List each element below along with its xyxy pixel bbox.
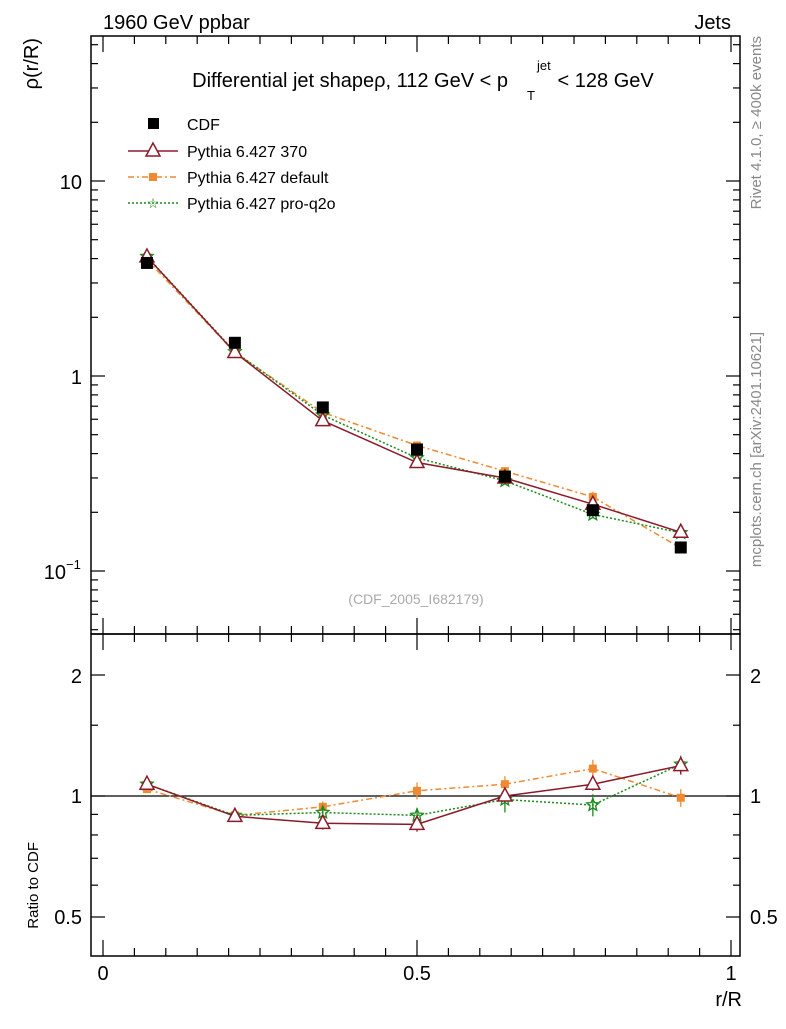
title-sub: T: [527, 88, 535, 103]
category-label: Jets: [694, 12, 731, 34]
main-point-CDF: [411, 443, 423, 456]
legend-label-pq2o: Pythia 6.427 pro-q2o: [187, 196, 336, 213]
ratio-ytick-label-0.5-right: 0.5: [750, 907, 778, 929]
ratio-point-p370: [314, 813, 332, 830]
main-point-CDF: [586, 504, 599, 517]
title-sup: jet: [536, 58, 551, 73]
legend-entry-cdf: CDF: [148, 117, 220, 134]
main-series-pdefault: [142, 255, 685, 554]
ratio-ytick-label-2-right: 2: [750, 666, 761, 688]
main-point-p370: [672, 522, 690, 539]
mcplots-source-label: mcplots.cern.ch [arXiv:2401.10621]: [748, 332, 765, 567]
ratio-point-p370: [496, 786, 514, 802]
main-line-p370: [146, 256, 682, 534]
legend-entry-pdefault: Pythia 6.427 default: [128, 170, 329, 187]
ticks-layer: [91, 36, 740, 956]
legend-label-p370: Pythia 6.427 370: [187, 144, 307, 161]
energy-label: 1960 GeV ppbar: [103, 12, 250, 34]
ratio-point-p370: [672, 756, 690, 772]
ratio-point-p370: [408, 814, 426, 831]
ratio-point-pdefault: [500, 780, 509, 789]
analysis-id-label: (CDF_2005_I682179): [348, 591, 483, 607]
ratio-ytick-label-1: 1: [71, 786, 82, 808]
legend: CDF Pythia 6.427 370 Pythia 6.427 defaul…: [128, 117, 336, 213]
ratio-point-pdefault: [676, 793, 685, 802]
main-point-p370: [226, 342, 244, 359]
legend-marker-pq2o: ☆: [147, 195, 160, 211]
title-main: Differential jet shapeρ, 112 GeV < p: [192, 70, 508, 92]
xtick-label-1: 1: [725, 963, 736, 985]
ratio-point-p370: [138, 774, 156, 790]
ratio-series-layer: [138, 755, 690, 832]
ratio-ytick-label-1-right: 1: [750, 786, 761, 808]
main-line-pq2o: [146, 255, 681, 534]
ratio-point-p370: [226, 806, 244, 823]
xtick-label-0.5: 0.5: [403, 963, 431, 985]
xtick-label-0: 0: [97, 963, 108, 985]
ratio-ytick-label-2: 2: [71, 666, 82, 688]
ratio-panel-frame: [90, 633, 741, 957]
x-axis-label: r/R: [715, 989, 742, 1011]
main-point-CDF: [228, 336, 241, 349]
main-series-CDF: [140, 256, 687, 554]
main-point-p370: [314, 411, 332, 427]
main-point-CDF: [140, 256, 153, 269]
legend-entry-pq2o: ☆ Pythia 6.427 pro-q2o: [128, 195, 336, 213]
title-end: < 128 GeV: [552, 70, 654, 92]
main-ytick-label-10: 10: [60, 172, 82, 194]
legend-entry-p370: Pythia 6.427 370: [128, 141, 307, 161]
main-point-p370: [408, 452, 426, 469]
ratio-ytick-label-0.5: 0.5: [54, 907, 82, 929]
y-axis-label-main: ρ(r/R): [21, 38, 43, 89]
ratio-point-p370: [584, 774, 602, 790]
main-ytick-label-1: 1: [71, 367, 82, 389]
ratio-point-pdefault: [413, 786, 421, 795]
legend-marker-p370: [144, 141, 162, 157]
rivet-version-label: Rivet 4.1.0, ≥ 400k events: [748, 36, 765, 209]
y-axis-label-ratio: Ratio to CDF: [25, 842, 42, 929]
legend-label-pdefault: Pythia 6.427 default: [187, 170, 329, 187]
main-title: Differential jet shapeρ, 112 GeV < p jet…: [192, 58, 654, 103]
ratio-series-pdefault: [142, 759, 685, 820]
main-point-CDF: [498, 470, 511, 483]
legend-marker-pdefault: [149, 173, 157, 181]
legend-label-cdf: CDF: [187, 117, 220, 134]
main-series-layer: [138, 247, 690, 554]
legend-marker-cdf: [148, 118, 159, 129]
main-series-p370: [138, 247, 690, 539]
main-point-CDF: [316, 401, 329, 414]
main-ytick-label-0.1: 10: [44, 562, 66, 584]
main-ytick-label-0.1-exp: −1: [66, 557, 81, 572]
main-line-pdefault: [146, 259, 682, 549]
main-point-CDF: [674, 541, 687, 554]
main-series-pq2o: [139, 248, 689, 540]
ratio-series-p370: [138, 756, 690, 832]
ratio-point-pq2o: [585, 796, 601, 812]
ratio-point-pdefault: [588, 764, 597, 773]
